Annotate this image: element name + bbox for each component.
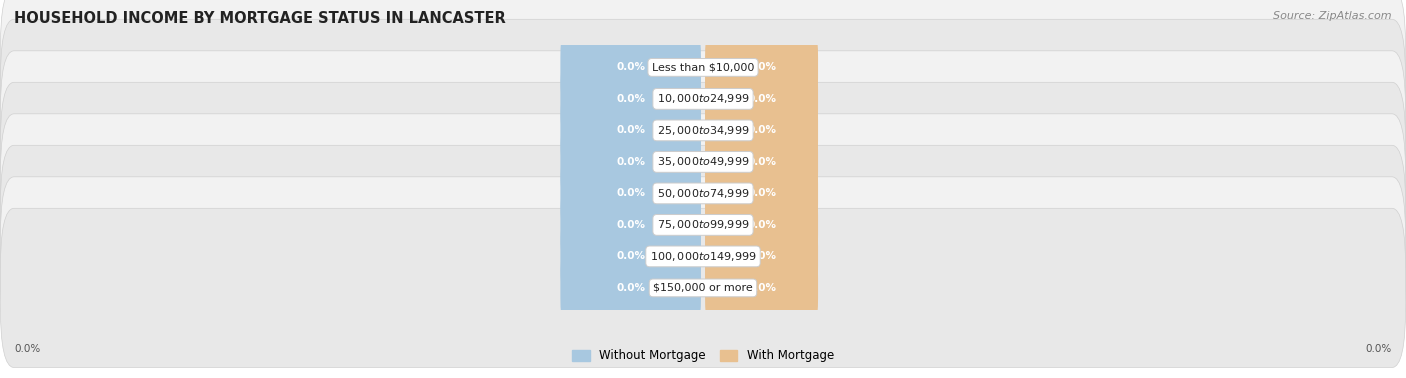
FancyBboxPatch shape bbox=[704, 115, 818, 209]
FancyBboxPatch shape bbox=[0, 208, 1406, 367]
FancyBboxPatch shape bbox=[704, 83, 818, 178]
FancyBboxPatch shape bbox=[561, 177, 702, 273]
FancyBboxPatch shape bbox=[704, 146, 818, 241]
FancyBboxPatch shape bbox=[0, 114, 1406, 273]
Text: 0.0%: 0.0% bbox=[747, 188, 776, 198]
Text: 0.0%: 0.0% bbox=[747, 157, 776, 167]
FancyBboxPatch shape bbox=[704, 240, 818, 336]
FancyBboxPatch shape bbox=[561, 20, 702, 115]
Text: 0.0%: 0.0% bbox=[747, 283, 776, 293]
Text: 0.0%: 0.0% bbox=[616, 188, 645, 198]
Text: $150,000 or more: $150,000 or more bbox=[654, 283, 752, 293]
Text: $35,000 to $49,999: $35,000 to $49,999 bbox=[657, 155, 749, 169]
FancyBboxPatch shape bbox=[0, 82, 1406, 242]
FancyBboxPatch shape bbox=[704, 209, 818, 304]
FancyBboxPatch shape bbox=[561, 146, 702, 241]
FancyBboxPatch shape bbox=[0, 145, 1406, 305]
Text: 0.0%: 0.0% bbox=[616, 283, 645, 293]
Text: 0.0%: 0.0% bbox=[747, 62, 776, 73]
FancyBboxPatch shape bbox=[704, 177, 818, 273]
Text: 0.0%: 0.0% bbox=[1365, 344, 1392, 354]
Text: $100,000 to $149,999: $100,000 to $149,999 bbox=[650, 250, 756, 263]
Text: 0.0%: 0.0% bbox=[747, 94, 776, 104]
Text: 0.0%: 0.0% bbox=[616, 62, 645, 73]
Text: 0.0%: 0.0% bbox=[747, 220, 776, 230]
Text: 0.0%: 0.0% bbox=[616, 125, 645, 135]
Legend: Without Mortgage, With Mortgage: Without Mortgage, With Mortgage bbox=[572, 349, 834, 362]
FancyBboxPatch shape bbox=[561, 115, 702, 209]
Text: 0.0%: 0.0% bbox=[747, 251, 776, 262]
Text: HOUSEHOLD INCOME BY MORTGAGE STATUS IN LANCASTER: HOUSEHOLD INCOME BY MORTGAGE STATUS IN L… bbox=[14, 11, 506, 26]
Text: $25,000 to $34,999: $25,000 to $34,999 bbox=[657, 124, 749, 137]
FancyBboxPatch shape bbox=[561, 83, 702, 178]
Text: 0.0%: 0.0% bbox=[616, 220, 645, 230]
Text: Source: ZipAtlas.com: Source: ZipAtlas.com bbox=[1274, 11, 1392, 21]
Text: $75,000 to $99,999: $75,000 to $99,999 bbox=[657, 218, 749, 231]
Text: 0.0%: 0.0% bbox=[616, 157, 645, 167]
Text: $50,000 to $74,999: $50,000 to $74,999 bbox=[657, 187, 749, 200]
FancyBboxPatch shape bbox=[704, 20, 818, 115]
Text: 0.0%: 0.0% bbox=[616, 94, 645, 104]
FancyBboxPatch shape bbox=[561, 240, 702, 336]
Text: $10,000 to $24,999: $10,000 to $24,999 bbox=[657, 92, 749, 105]
Text: 0.0%: 0.0% bbox=[747, 125, 776, 135]
FancyBboxPatch shape bbox=[0, 0, 1406, 147]
FancyBboxPatch shape bbox=[561, 51, 702, 147]
Text: 0.0%: 0.0% bbox=[616, 251, 645, 262]
FancyBboxPatch shape bbox=[0, 51, 1406, 210]
FancyBboxPatch shape bbox=[704, 51, 818, 147]
FancyBboxPatch shape bbox=[0, 177, 1406, 336]
FancyBboxPatch shape bbox=[0, 19, 1406, 178]
FancyBboxPatch shape bbox=[561, 209, 702, 304]
Text: 0.0%: 0.0% bbox=[14, 344, 41, 354]
Text: Less than $10,000: Less than $10,000 bbox=[652, 62, 754, 73]
